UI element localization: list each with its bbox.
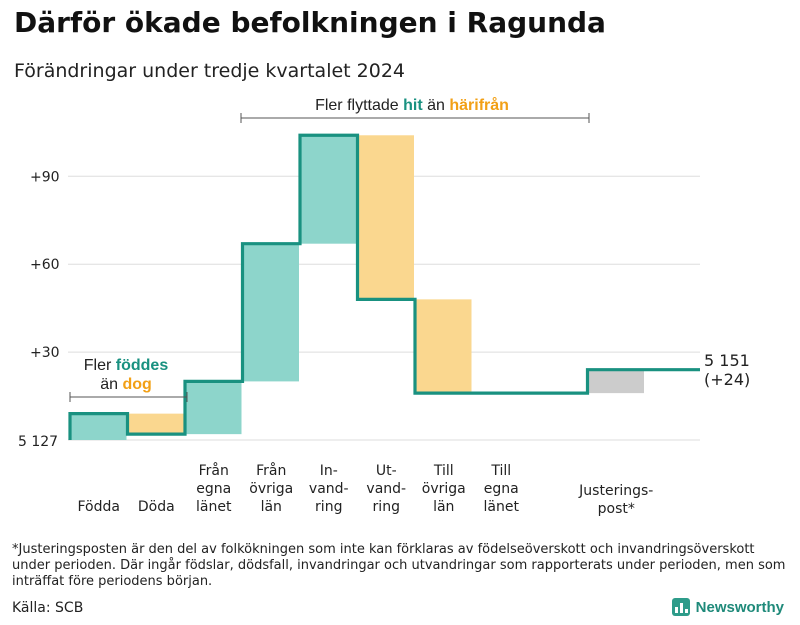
bar (588, 369, 644, 394)
bars (71, 135, 644, 440)
category-label: Justerings-post* (578, 483, 653, 517)
newsworthy-icon (671, 598, 690, 616)
category-label: Födda (78, 499, 120, 515)
bar (416, 299, 472, 394)
category-label: Döda (138, 499, 175, 515)
bar (71, 413, 127, 440)
chart-subtitle: Förändringar under tredje kvartalet 2024 (14, 60, 406, 82)
bar (358, 135, 414, 300)
category-labels: Födda Döda Från egna länet Från övriga län In-va… (78, 462, 654, 517)
births-annotation-line2: än dog (100, 376, 152, 393)
category-label: Från egna länet (196, 462, 232, 515)
category-label: Ut-vand-ring (366, 463, 406, 515)
value-labels: 5 151(+24) (704, 351, 750, 389)
category-label: Från övriga län (249, 462, 293, 515)
end-value-label: 5 151 (704, 351, 750, 370)
category-label: Till övriga län (422, 463, 466, 515)
bar (128, 413, 184, 435)
category-label: In-vand-ring (309, 463, 349, 515)
bar (301, 135, 357, 244)
y-axis-ticks: +90 +60 +30 5 127 (18, 169, 60, 450)
y-tick-label: +90 (30, 169, 60, 185)
running-total-line (68, 133, 700, 440)
chart-title: Därför ökade befolkningen i Ragunda (14, 6, 606, 39)
bar (243, 243, 299, 382)
annotations: Fler flyttade hit än härifrån Fler föddes… (69, 96, 590, 402)
bar (186, 381, 242, 435)
y-tick-label: +30 (30, 345, 60, 361)
moves-annotation: Fler flyttade hit än härifrån (315, 96, 509, 114)
start-value-label: 5 127 (18, 434, 58, 450)
brand-name: Newsworthy (695, 598, 784, 616)
footnote: *Justeringsposten är den del av folkökni… (12, 542, 786, 589)
end-change-label: (+24) (704, 370, 750, 389)
category-label: Till egna länet (484, 463, 520, 515)
waterfall-chart: +90 +60 +30 5 127 Födda Döda Från egna länet Frå… (18, 96, 750, 517)
source-label: Källa: SCB (12, 600, 84, 616)
brand-logo: Newsworthy (671, 598, 784, 616)
y-tick-label: +60 (30, 257, 60, 273)
births-annotation-line1: Fler föddes (84, 357, 169, 374)
